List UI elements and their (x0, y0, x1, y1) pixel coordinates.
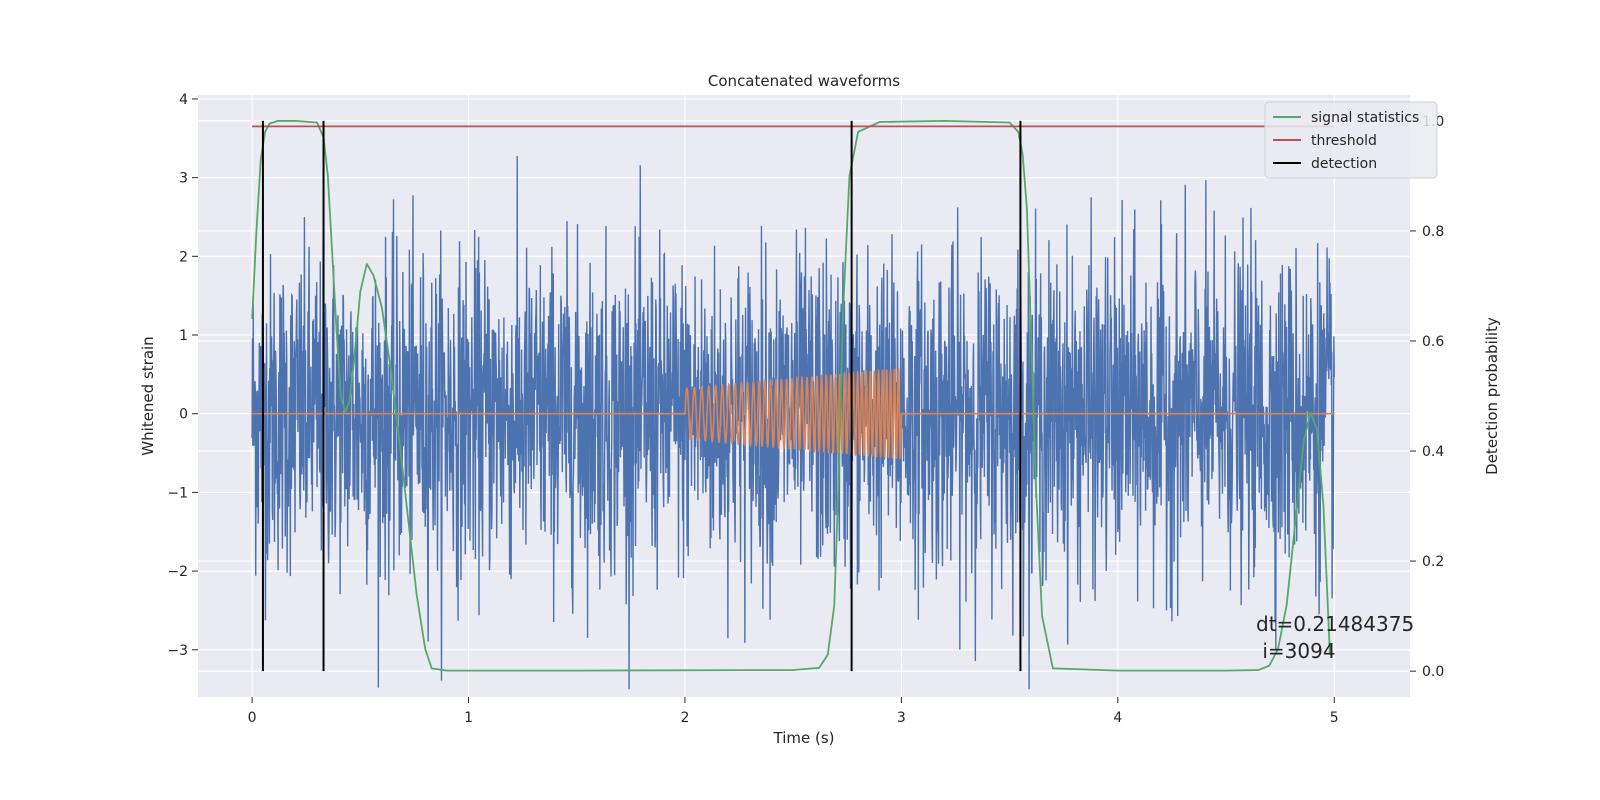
x-tick-label: 5 (1330, 710, 1339, 726)
annotation-line: i=3094 (1256, 639, 1336, 663)
legend-label: threshold (1311, 133, 1377, 149)
legend-box (1264, 101, 1438, 179)
y-tick-label: 1 (179, 328, 188, 344)
y-axis-ticks: −3 −2 −1 0 1 2 3 4 (167, 92, 198, 659)
y-tick-label: 4 (179, 92, 188, 108)
y2-tick-label: 0.2 (1422, 554, 1444, 570)
x-axis-label: Time (s) (773, 729, 835, 747)
x-tick-label: 3 (897, 710, 906, 726)
legend-label: detection (1311, 156, 1377, 172)
x-axis-ticks: 0 1 2 3 4 5 (248, 697, 1339, 726)
y2-axis-label: Detection probability (1483, 317, 1501, 475)
y2-tick-label: 0.8 (1422, 224, 1444, 240)
y-axis-label: Whitened strain (139, 336, 157, 455)
y-tick-label: 3 (179, 171, 188, 187)
x-tick-label: 4 (1113, 710, 1122, 726)
legend-label: signal statistics (1311, 110, 1419, 126)
x-tick-label: 0 (248, 710, 257, 726)
annotation-text: dt=0.21484375 i=3094 (1256, 612, 1414, 663)
y2-tick-label: 0.0 (1422, 664, 1444, 680)
x-tick-label: 1 (464, 710, 473, 726)
y2-tick-label: 0.6 (1422, 334, 1444, 350)
signal-statistics-line (251, 119, 1331, 672)
y2-axis-ticks: 0.00.20.40.60.81.0 (1410, 114, 1444, 680)
annotation-line: dt=0.21484375 (1256, 612, 1414, 636)
y-tick-label: −1 (167, 485, 188, 501)
y-tick-label: 2 (179, 249, 188, 265)
series-layer (251, 119, 1335, 690)
y-tick-label: −2 (167, 564, 188, 580)
y-tick-label: −3 (167, 643, 188, 659)
template-chirp-line (252, 368, 1335, 460)
chart-title: Concatenated waveforms (708, 72, 900, 90)
y-tick-label: 0 (179, 407, 188, 423)
legend: signal statistics threshold detection (1264, 101, 1438, 179)
x-tick-label: 2 (681, 710, 690, 726)
y2-tick-label: 0.4 (1422, 444, 1444, 460)
